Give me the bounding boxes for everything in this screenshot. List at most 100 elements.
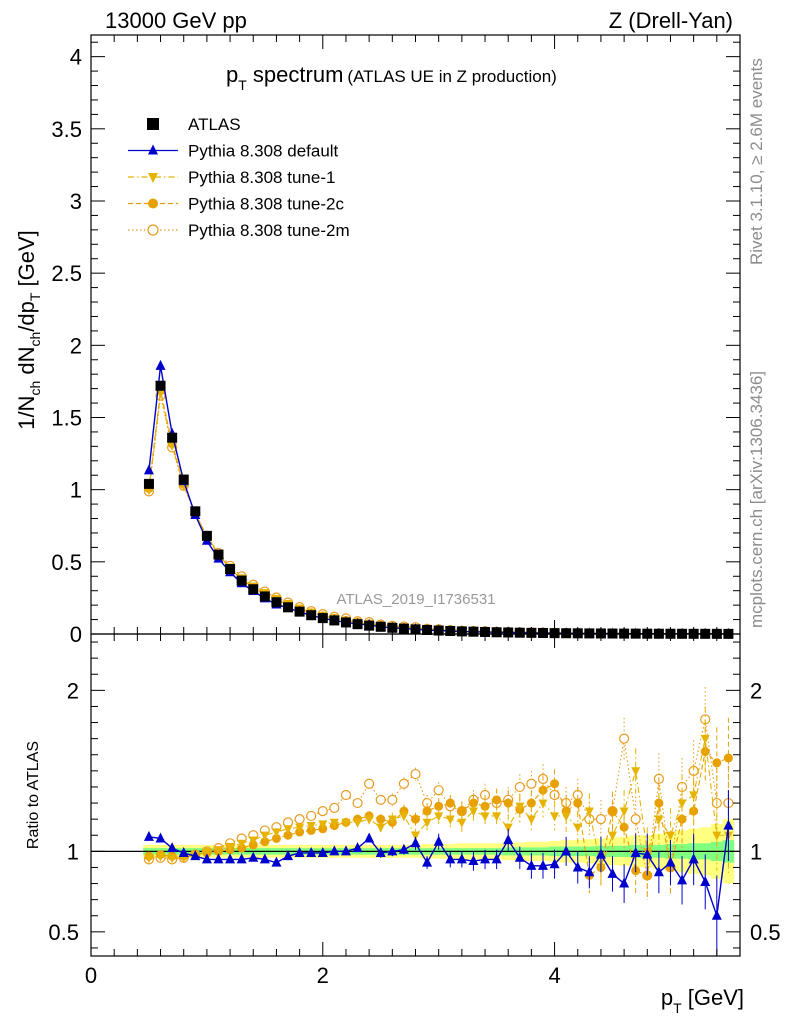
series-marker-ratio [619, 807, 629, 817]
atlas-point [178, 474, 189, 485]
series-marker-ratio [515, 802, 525, 812]
series-marker-ratio [237, 839, 247, 849]
series-marker-ratio [689, 791, 699, 801]
legend-label: Pythia 8.308 tune-2c [188, 195, 344, 214]
series-marker-ratio [364, 815, 374, 825]
ratio-panel: 0.5 0.5 1 1 2 2 0 2 4 [48, 633, 781, 988]
atlas-point [317, 613, 328, 624]
series-marker-ratio [352, 842, 363, 853]
series-marker-ratio [619, 877, 630, 888]
legend-label: ATLAS [188, 115, 241, 134]
series-marker-ratio [607, 867, 618, 878]
series-marker-ratio [353, 818, 363, 828]
series-marker-ratio [480, 853, 491, 864]
series-marker-ratio [526, 815, 536, 825]
series-marker-ratio [248, 836, 258, 846]
series-marker-ratio [340, 789, 352, 801]
series-marker-ratio [213, 846, 223, 856]
series-marker-ratio [723, 753, 733, 763]
series-marker-ratio [340, 845, 351, 856]
series-marker-ratio [549, 858, 560, 869]
series-marker-ratio [422, 818, 432, 828]
rivet-label: Rivet 3.1.10, ≥ 2.6M events [747, 58, 766, 265]
atlas-point [537, 627, 548, 638]
series-marker-ratio [143, 830, 154, 841]
atlas-point [352, 619, 363, 630]
ratio-y-tick-label-right: 0.5 [750, 920, 781, 945]
series-marker-ratio [399, 812, 409, 822]
ratio-frame [90, 633, 741, 957]
series-marker-ratio [294, 846, 305, 857]
series-marker-ratio [700, 875, 711, 886]
series-marker-ratio [376, 814, 386, 824]
series-marker-ratio [514, 851, 525, 862]
series-marker-ratio [712, 758, 722, 768]
series-marker-ratio [561, 845, 572, 856]
series-marker-ratio [375, 846, 386, 857]
atlas-point [236, 575, 247, 586]
series-marker-ratio [642, 848, 653, 859]
series-marker-ratio [689, 806, 699, 816]
series-marker-ratio [711, 909, 722, 920]
series-marker-ratio [677, 874, 688, 885]
legend-label: Pythia 8.308 default [188, 142, 339, 161]
series-marker-ratio [167, 842, 178, 853]
legend-marker [147, 224, 159, 236]
series-marker-ratio [492, 812, 502, 822]
atlas-point [271, 597, 282, 608]
series-marker-ratio [491, 853, 502, 864]
ratio-y-axis: 0.5 0.5 1 1 2 2 [48, 641, 781, 949]
atlas-point [340, 617, 351, 628]
series-marker-ratio [190, 850, 201, 861]
series-marker-ratio [329, 845, 340, 856]
series-marker-ratio [631, 767, 641, 777]
series-marker-ratio [271, 856, 282, 867]
series-marker-ratio [422, 806, 432, 816]
legend-label: Pythia 8.308 tune-1 [188, 168, 335, 187]
series-marker-ratio [468, 807, 478, 817]
series-marker-ratio [422, 856, 433, 867]
series-marker-ratio [213, 853, 224, 864]
series-marker-ratio [410, 768, 421, 780]
series-marker-ratio [144, 854, 154, 864]
series-marker-ratio [364, 832, 375, 843]
series-marker-ratio [271, 833, 281, 843]
y-tick-label: 2.5 [51, 261, 82, 286]
series-marker-ratio [573, 798, 583, 808]
series-marker-ratio [480, 812, 490, 822]
series-marker-ratio [550, 779, 560, 789]
atlas-point [445, 625, 456, 636]
atlas-point [329, 615, 340, 626]
ratio-y-tick-label-right: 2 [750, 678, 762, 703]
x-tick-label: 4 [548, 963, 560, 988]
series-marker-ratio [653, 866, 664, 877]
series-marker-ratio [468, 855, 479, 866]
series-marker-ratio [411, 814, 420, 824]
x-axis-label: pT [GeV] [661, 985, 744, 1016]
series-marker-ratio [317, 805, 328, 817]
series-marker-ratio [271, 828, 281, 838]
atlas-point [561, 628, 572, 639]
series-marker-ratio [561, 812, 571, 822]
ratio-y-tick-label: 0.5 [48, 920, 79, 945]
series-marker-ratio [352, 797, 363, 809]
series-marker-ratio [503, 834, 514, 845]
y-tick-label: 3 [70, 189, 82, 214]
series-marker-ratio [584, 807, 594, 817]
y-tick-label: 3.5 [51, 117, 82, 142]
y-tick-label: 0 [70, 622, 82, 647]
x-tick-label: 0 [85, 963, 97, 988]
series-marker-ratio [492, 795, 502, 805]
series-marker-ratio [434, 812, 444, 822]
series-marker-ratio [178, 846, 189, 857]
atlas-point [294, 606, 305, 617]
legend: ATLAS Pythia 8.308 default Pythia 8.308 tu… [128, 115, 350, 240]
atlas-point [143, 478, 154, 489]
series-marker-ratio [283, 830, 293, 840]
atlas-point [398, 623, 409, 634]
atlas-point [364, 620, 375, 631]
atlas-point [468, 626, 479, 637]
header-left: 13000 GeV pp [105, 8, 247, 33]
analysis-id: ATLAS_2019_I1736531 [336, 591, 495, 608]
